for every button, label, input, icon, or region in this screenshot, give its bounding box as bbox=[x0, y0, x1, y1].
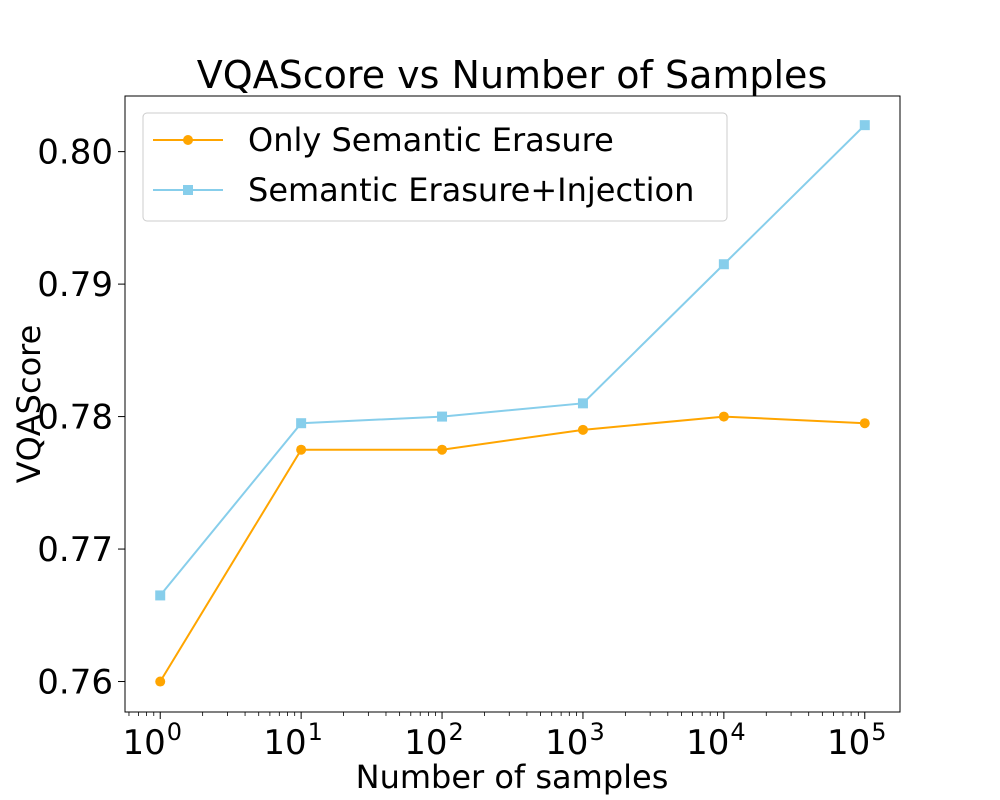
legend-label-blue: Semantic Erasure+Injection bbox=[248, 171, 694, 209]
legend: Only Semantic Erasure Semantic Erasure+I… bbox=[142, 112, 728, 222]
x-axis: 100 101 102 103 104 105 bbox=[122, 712, 887, 763]
x-tick-label: 101 bbox=[263, 718, 323, 763]
legend-marker-blue bbox=[183, 185, 193, 195]
x-tick-label: 103 bbox=[545, 718, 605, 763]
y-tick-label: 0.80 bbox=[37, 133, 113, 173]
x-axis-label: Number of samples bbox=[356, 758, 669, 796]
y-tick-label: 0.77 bbox=[37, 530, 113, 570]
legend-marker-orange bbox=[183, 135, 193, 145]
series-markers bbox=[155, 120, 870, 687]
data-point bbox=[577, 424, 588, 435]
plot-area bbox=[124, 95, 901, 713]
series-lines bbox=[159, 124, 866, 683]
x-tick-label: 102 bbox=[404, 718, 464, 763]
y-tick-label: 0.76 bbox=[37, 663, 113, 703]
data-point bbox=[155, 676, 166, 687]
data-point bbox=[296, 444, 307, 455]
data-point bbox=[718, 259, 729, 270]
data-point bbox=[859, 120, 870, 131]
data-point bbox=[437, 444, 448, 455]
data-point bbox=[577, 398, 588, 409]
series-line-0 bbox=[159, 415, 865, 683]
legend-label-orange: Only Semantic Erasure bbox=[248, 121, 614, 159]
y-tick-label: 0.79 bbox=[37, 265, 113, 305]
legend-box bbox=[142, 112, 728, 222]
y-tick-label: 0.78 bbox=[37, 398, 113, 438]
y-axis-label: VQAScore bbox=[10, 325, 48, 484]
x-tick-label: 105 bbox=[827, 718, 887, 763]
chart-title: VQAScore vs Number of Samples bbox=[197, 53, 828, 97]
series-line-1 bbox=[159, 124, 866, 597]
y-axis: 0.76 0.77 0.78 0.79 0.80 bbox=[37, 133, 125, 703]
x-tick-label: 100 bbox=[122, 718, 182, 763]
data-point bbox=[437, 411, 448, 422]
data-point bbox=[155, 590, 166, 601]
data-point bbox=[296, 418, 307, 429]
x-tick-label: 104 bbox=[686, 718, 746, 763]
data-point bbox=[718, 411, 729, 422]
data-point bbox=[859, 418, 870, 429]
